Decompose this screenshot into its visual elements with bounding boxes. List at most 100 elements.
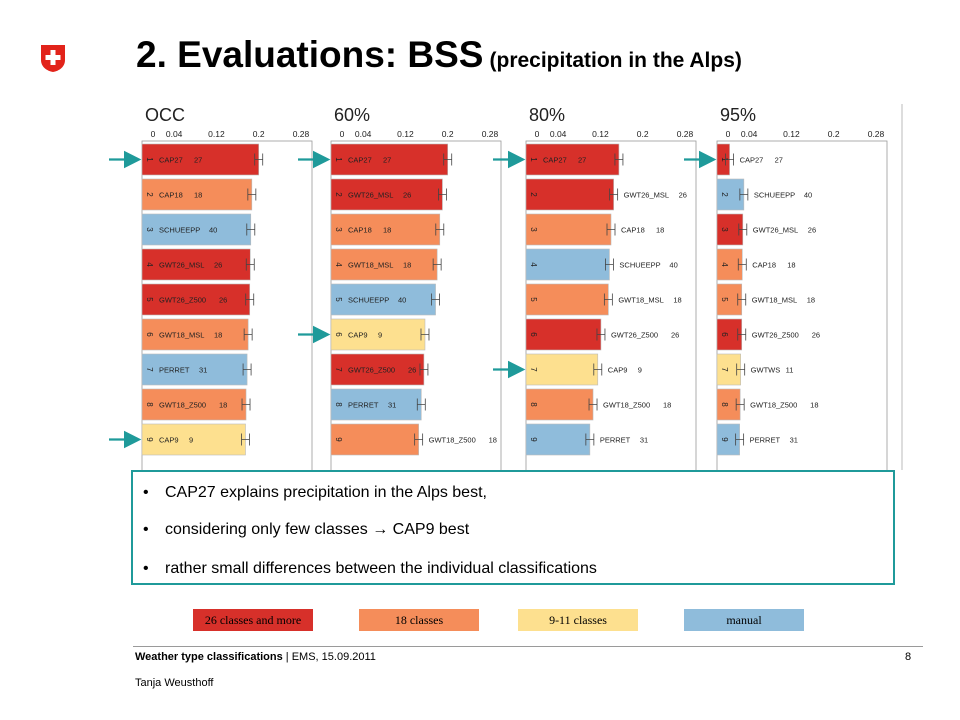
bar	[141, 213, 252, 246]
category-label: CAP27	[543, 156, 567, 165]
class-count-label: 18	[489, 436, 497, 445]
bar	[525, 178, 614, 211]
x-tick-label: 0.2	[637, 129, 649, 139]
bar	[141, 143, 260, 176]
error-bar	[419, 363, 429, 376]
error-bar	[588, 398, 598, 411]
rank-label: 6	[720, 332, 729, 337]
category-label: GWT18_MSL	[618, 296, 663, 305]
category-label: CAP9	[159, 436, 179, 445]
class-count-label: 26	[403, 191, 411, 200]
category-label: GWT26_Z500	[752, 331, 799, 340]
class-count-label: 40	[209, 226, 217, 235]
error-bar	[738, 223, 748, 236]
title-main: 2. Evaluations: BSS	[136, 34, 484, 75]
error-bar	[605, 258, 614, 271]
x-tick-label: 0.12	[783, 129, 800, 139]
error-bar	[416, 398, 426, 411]
rank-label: 9	[145, 437, 154, 442]
bar	[330, 318, 426, 351]
rank-label: 5	[145, 297, 154, 302]
error-bar	[435, 223, 445, 236]
category-label: GWT26_Z500	[348, 366, 395, 375]
error-bar	[603, 293, 613, 306]
bullet-text: CAP9 best	[388, 521, 470, 538]
category-label: GWT18_Z500	[429, 436, 476, 445]
error-bar	[735, 398, 745, 411]
category-label: CAP27	[740, 156, 764, 165]
class-count-label: 18	[219, 401, 227, 410]
class-count-label: 18	[807, 296, 815, 305]
footer-author: Tanja Weusthoff	[135, 677, 214, 689]
rank-label: 7	[529, 367, 538, 372]
legend-manual: manual	[684, 609, 804, 631]
legend-9-11-classes: 9-11 classes	[518, 609, 638, 631]
class-count-label: 18	[787, 261, 795, 270]
category-label: CAP18	[348, 226, 372, 235]
category-label: PERRET	[600, 436, 631, 445]
category-label: GWT26_MSL	[624, 191, 669, 200]
category-label: GWT18_Z500	[750, 401, 797, 410]
category-label: SCHUEEPP	[754, 191, 795, 200]
bullet-text: rather small differences between the ind…	[165, 560, 597, 577]
category-label: GWTWS	[751, 366, 781, 375]
class-count-label: 9	[378, 331, 382, 340]
x-tick-label: 0.28	[677, 129, 694, 139]
x-tick-label: 0	[726, 129, 731, 139]
bar	[525, 318, 602, 351]
bar	[141, 318, 249, 351]
error-bar	[609, 188, 619, 201]
rank-label: 8	[145, 402, 154, 407]
legend-18-classes: 18 classes	[359, 609, 479, 631]
footer-line: Weather type classifications | EMS, 15.0…	[135, 651, 376, 663]
category-label: SCHUEEPP	[159, 226, 200, 235]
class-count-label: 26	[671, 331, 679, 340]
x-tick-label: 0.04	[550, 129, 567, 139]
error-bar	[606, 223, 616, 236]
class-count-label: 18	[810, 401, 818, 410]
category-label: CAP18	[621, 226, 645, 235]
footer-divider	[133, 646, 923, 647]
x-tick-label: 0.28	[482, 129, 499, 139]
class-count-label: 18	[403, 261, 411, 270]
x-tick-label: 0	[535, 129, 540, 139]
rank-label: 8	[529, 402, 538, 407]
category-label: PERRET	[159, 366, 190, 375]
bullet-text: considering only few classes	[165, 521, 373, 538]
class-count-label: 26	[812, 331, 820, 340]
error-bar	[443, 153, 453, 166]
panel-title: 95%	[720, 105, 756, 125]
error-bar	[243, 328, 253, 341]
class-count-label: 40	[804, 191, 812, 200]
bar	[525, 143, 620, 176]
class-count-label: 18	[194, 191, 202, 200]
error-bar	[245, 293, 255, 306]
class-count-label: 18	[673, 296, 681, 305]
rank-label: 4	[720, 262, 729, 267]
error-bar	[431, 293, 440, 306]
category-label: SCHUEEPP	[348, 296, 389, 305]
rank-label: 2	[529, 192, 538, 197]
rank-label: 1	[334, 157, 343, 162]
error-bar	[735, 433, 745, 446]
class-count-label: 18	[656, 226, 664, 235]
x-tick-label: 0.2	[828, 129, 840, 139]
bar	[330, 388, 422, 421]
rank-label: 1	[145, 157, 154, 162]
swiss-flag-icon	[41, 45, 65, 72]
category-label: GWT18_Z500	[159, 401, 206, 410]
bar	[525, 388, 594, 421]
error-bar	[739, 188, 749, 201]
rank-label: 7	[145, 367, 154, 372]
error-bar	[614, 153, 624, 166]
rank-label: 2	[334, 192, 343, 197]
bar	[716, 318, 743, 351]
rank-label: 2	[720, 192, 729, 197]
error-bar	[585, 433, 595, 446]
rank-label: 3	[529, 227, 538, 232]
bar	[141, 423, 246, 456]
class-count-label: 9	[189, 436, 193, 445]
class-count-label: 26	[408, 366, 416, 375]
class-count-label: 27	[775, 156, 783, 165]
